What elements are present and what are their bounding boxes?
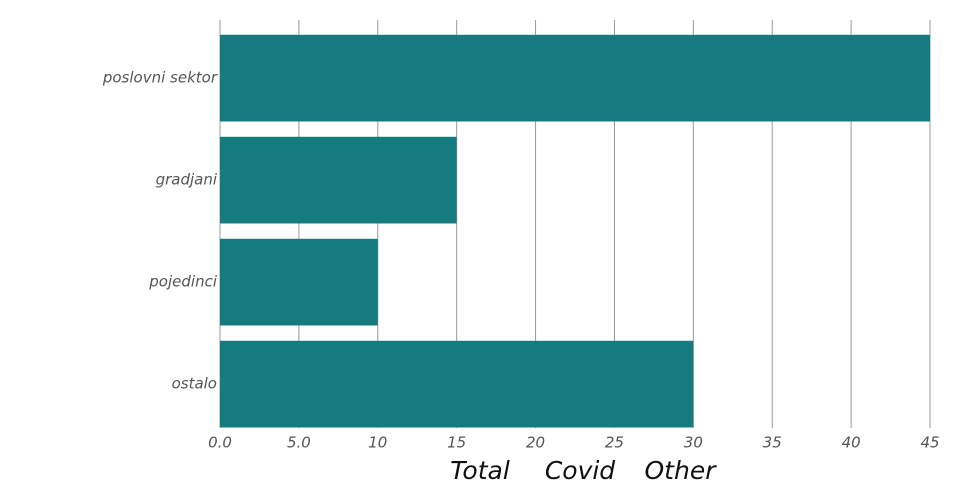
bar — [220, 340, 694, 428]
x-tick-label: 0.0 — [208, 434, 232, 452]
toggle-button[interactable]: Other — [645, 456, 718, 485]
x-tick-label: 25 — [605, 434, 624, 452]
x-tick-label: 5.0 — [287, 434, 311, 452]
y-tick-label: poslovni sektor — [102, 69, 218, 87]
bar — [220, 136, 457, 224]
y-tick-label: pojedinci — [148, 273, 218, 291]
x-tick-label: 20 — [526, 434, 545, 452]
bar — [220, 34, 930, 122]
toggle-button[interactable]: Covid — [545, 456, 615, 485]
bar — [220, 238, 378, 326]
x-tick-label: 45 — [920, 434, 939, 452]
x-tick-label: 40 — [842, 434, 861, 452]
x-tick-label: 30 — [684, 434, 703, 452]
y-tick-label: ostalo — [172, 375, 217, 393]
x-tick-label: 15 — [447, 434, 466, 452]
toggle-button[interactable]: Total — [450, 456, 510, 485]
y-tick-label: gradjani — [156, 171, 218, 189]
x-tick-label: 10 — [368, 434, 387, 452]
x-tick-label: 35 — [763, 434, 782, 452]
